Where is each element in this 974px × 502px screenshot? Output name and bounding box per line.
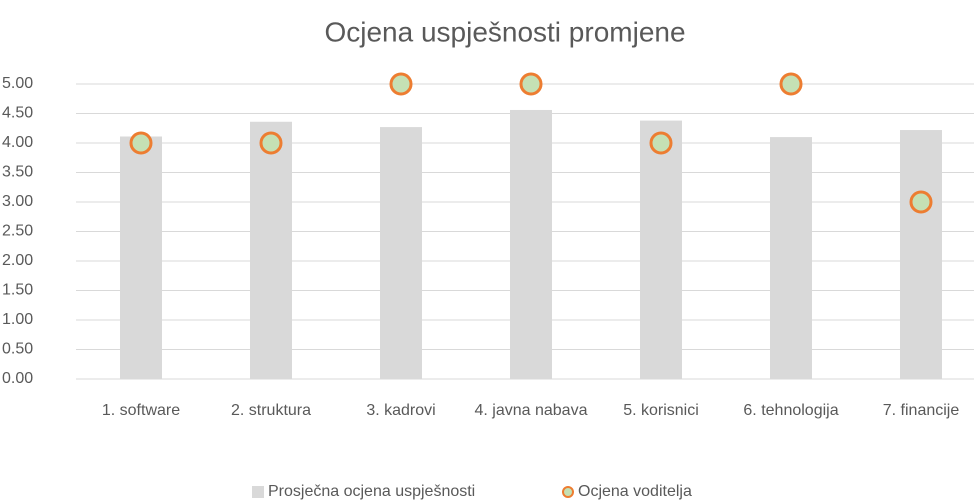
legend-swatch <box>252 486 264 498</box>
x-tick-label: 2. struktura <box>231 402 311 419</box>
legend-label: Prosječna ocjena uspješnosti <box>268 483 475 500</box>
bar <box>640 120 682 379</box>
y-tick-label: 1.00 <box>2 311 33 328</box>
y-tick-label: 3.00 <box>2 193 33 210</box>
y-tick-label: 0.00 <box>2 370 33 387</box>
y-tick-label: 1.50 <box>2 282 33 299</box>
bar <box>900 130 942 379</box>
x-tick-label: 6. tehnologija <box>743 402 838 419</box>
y-tick-label: 3.50 <box>2 164 33 181</box>
marker <box>519 72 543 96</box>
marker <box>129 131 153 155</box>
y-tick-label: 5.00 <box>2 75 33 92</box>
y-tick-label: 2.50 <box>2 223 33 240</box>
bar <box>770 137 812 379</box>
x-tick-label: 7. financije <box>883 402 960 419</box>
bar <box>380 127 422 379</box>
y-tick-label: 4.50 <box>2 105 33 122</box>
x-tick-label: 3. kadrovi <box>366 402 435 419</box>
legend-label: Ocjena voditelja <box>578 483 692 500</box>
y-tick-label: 0.50 <box>2 341 33 358</box>
marker <box>909 190 933 214</box>
x-tick-label: 1. software <box>102 402 180 419</box>
marker <box>259 131 283 155</box>
bar <box>250 121 292 379</box>
bar <box>510 109 552 380</box>
x-tick-label: 4. javna nabava <box>475 402 588 419</box>
y-tick-label: 2.00 <box>2 252 33 269</box>
x-tick-label: 5. korisnici <box>623 402 699 419</box>
marker <box>389 72 413 96</box>
legend-swatch <box>562 486 574 498</box>
chart-title: Ocjena uspješnosti promjene <box>324 16 685 47</box>
marker <box>649 131 673 155</box>
marker <box>779 72 803 96</box>
bar <box>120 136 162 379</box>
y-tick-label: 4.00 <box>2 134 33 151</box>
